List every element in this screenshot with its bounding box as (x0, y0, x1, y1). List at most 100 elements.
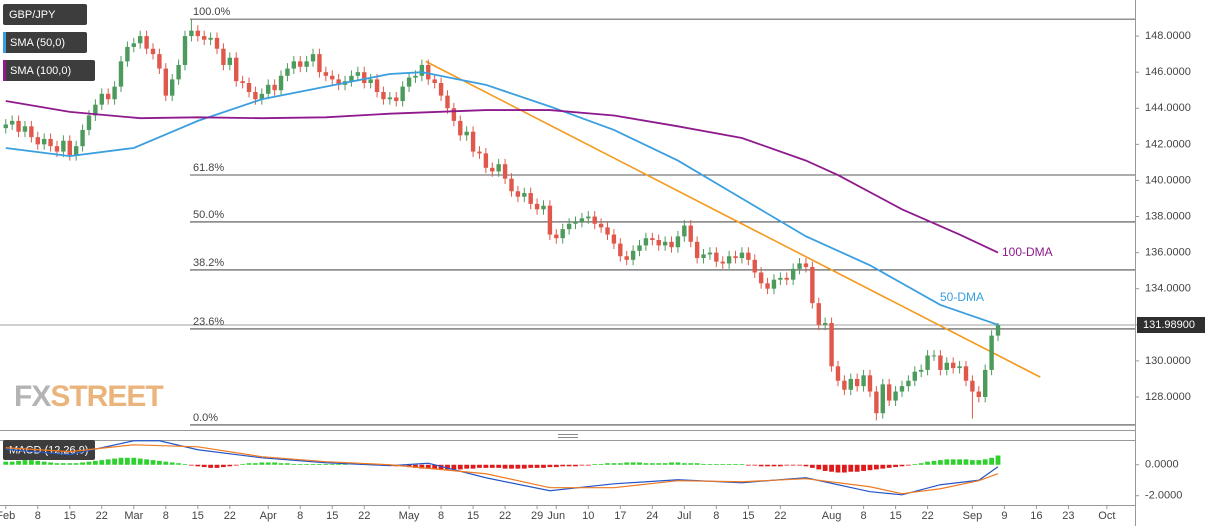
candle-body (874, 391, 879, 414)
macd-bar (848, 464, 854, 472)
macd-bar (957, 459, 962, 465)
macd-bar (822, 464, 828, 471)
macd-bar (323, 463, 329, 465)
macd-bar (304, 463, 310, 465)
macd-bar (35, 460, 41, 465)
candle-body (848, 378, 853, 390)
candle-body (560, 229, 565, 239)
macd-bar (144, 459, 149, 465)
macd-bar (937, 460, 943, 465)
macd-bar (528, 464, 534, 468)
macd-bar (784, 464, 790, 466)
legend-box[interactable] (3, 32, 87, 53)
macd-bar (112, 458, 117, 465)
macd-bar (867, 464, 873, 471)
x-tick-label: 15 (192, 510, 204, 522)
macd-bar (816, 464, 822, 470)
macd-bar (694, 463, 700, 465)
macd-bar (886, 464, 892, 468)
macd-bar (502, 464, 508, 469)
line-label: 50-DMA (940, 290, 984, 304)
macd-bar (931, 460, 937, 465)
x-tick-label: 22 (499, 510, 511, 522)
macd-bar (643, 463, 649, 465)
candle-body (643, 238, 649, 246)
x-tick-label: Apr (260, 510, 277, 522)
macd-bar (765, 464, 770, 467)
macd-bar (342, 463, 348, 465)
candle-body (650, 238, 655, 240)
candle-body (906, 380, 911, 387)
candle-body (240, 81, 245, 84)
candle-body (214, 37, 220, 49)
macd-bar (182, 463, 188, 465)
legend-box[interactable] (3, 4, 87, 25)
macd-bar (547, 464, 553, 468)
candle-body (893, 391, 898, 401)
macd-bar (649, 463, 655, 465)
legend-box[interactable] (3, 60, 95, 81)
macd-bar (925, 461, 930, 465)
macd-bar (201, 464, 207, 468)
x-tick-label: 22 (358, 510, 370, 522)
macd-bar (893, 464, 898, 468)
x-tick-label: Sep (963, 510, 983, 522)
x-tick-label: Feb (0, 510, 15, 522)
macd-bar (92, 460, 98, 465)
macd-bar (950, 459, 956, 465)
fib-label: 100.0% (193, 6, 231, 18)
candle-body (739, 252, 745, 259)
macd-bar (54, 463, 60, 465)
macd-bar (16, 460, 21, 465)
macd-bar (163, 461, 169, 465)
candle-body (746, 252, 751, 260)
candle-body (701, 254, 706, 259)
x-tick-label: 8 (713, 510, 719, 522)
candle-body (899, 386, 905, 392)
macd-bar (681, 463, 687, 465)
candle-body (822, 322, 828, 325)
candle-body (22, 126, 28, 132)
macd-bar (541, 464, 546, 468)
candle-body (202, 36, 207, 40)
candle-body (227, 57, 233, 65)
watermark: FXSTREET (14, 380, 163, 413)
legend-label: SMA (100,0) (10, 65, 71, 77)
candle-body (944, 362, 949, 370)
macd-bar (99, 460, 105, 465)
macd-bar (445, 464, 450, 470)
candle-body (509, 178, 514, 192)
macd-bar (477, 464, 482, 468)
macd-bar (624, 462, 630, 465)
y-tick-label: 140.0000 (1145, 174, 1191, 186)
macd-bar (3, 461, 9, 465)
candle-body (554, 234, 559, 239)
candle-body (125, 46, 130, 62)
x-tick-label: 22 (921, 510, 933, 522)
macd-bar (336, 463, 342, 465)
candle-body (586, 216, 591, 219)
x-tick-label: 22 (774, 510, 786, 522)
macd-bar (873, 464, 879, 470)
x-tick-label: Mar (124, 510, 143, 522)
macd-bar (701, 463, 706, 465)
trendline (425, 60, 1041, 378)
macd-bar (176, 463, 182, 465)
candle-body (29, 126, 34, 138)
macd-bar (995, 455, 1001, 465)
candle-body (317, 54, 322, 73)
x-tick-label: 24 (646, 510, 658, 522)
y-tick-label: 142.0000 (1145, 138, 1191, 150)
candle-body (867, 375, 873, 392)
macd-bar (470, 464, 476, 469)
candle-body (278, 75, 284, 91)
candle-body (522, 193, 527, 197)
candle-body (253, 92, 258, 100)
candle-body (720, 261, 725, 264)
candle-body (170, 79, 175, 96)
x-tick-label: 8 (163, 510, 169, 522)
candle-body (797, 263, 802, 269)
candle-body (105, 93, 111, 100)
candle-body (541, 205, 546, 210)
macd-y-tick-label: 0.0000 (1145, 459, 1179, 471)
